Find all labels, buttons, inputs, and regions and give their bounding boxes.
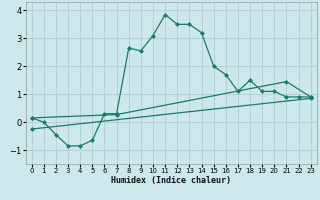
X-axis label: Humidex (Indice chaleur): Humidex (Indice chaleur) bbox=[111, 176, 231, 185]
